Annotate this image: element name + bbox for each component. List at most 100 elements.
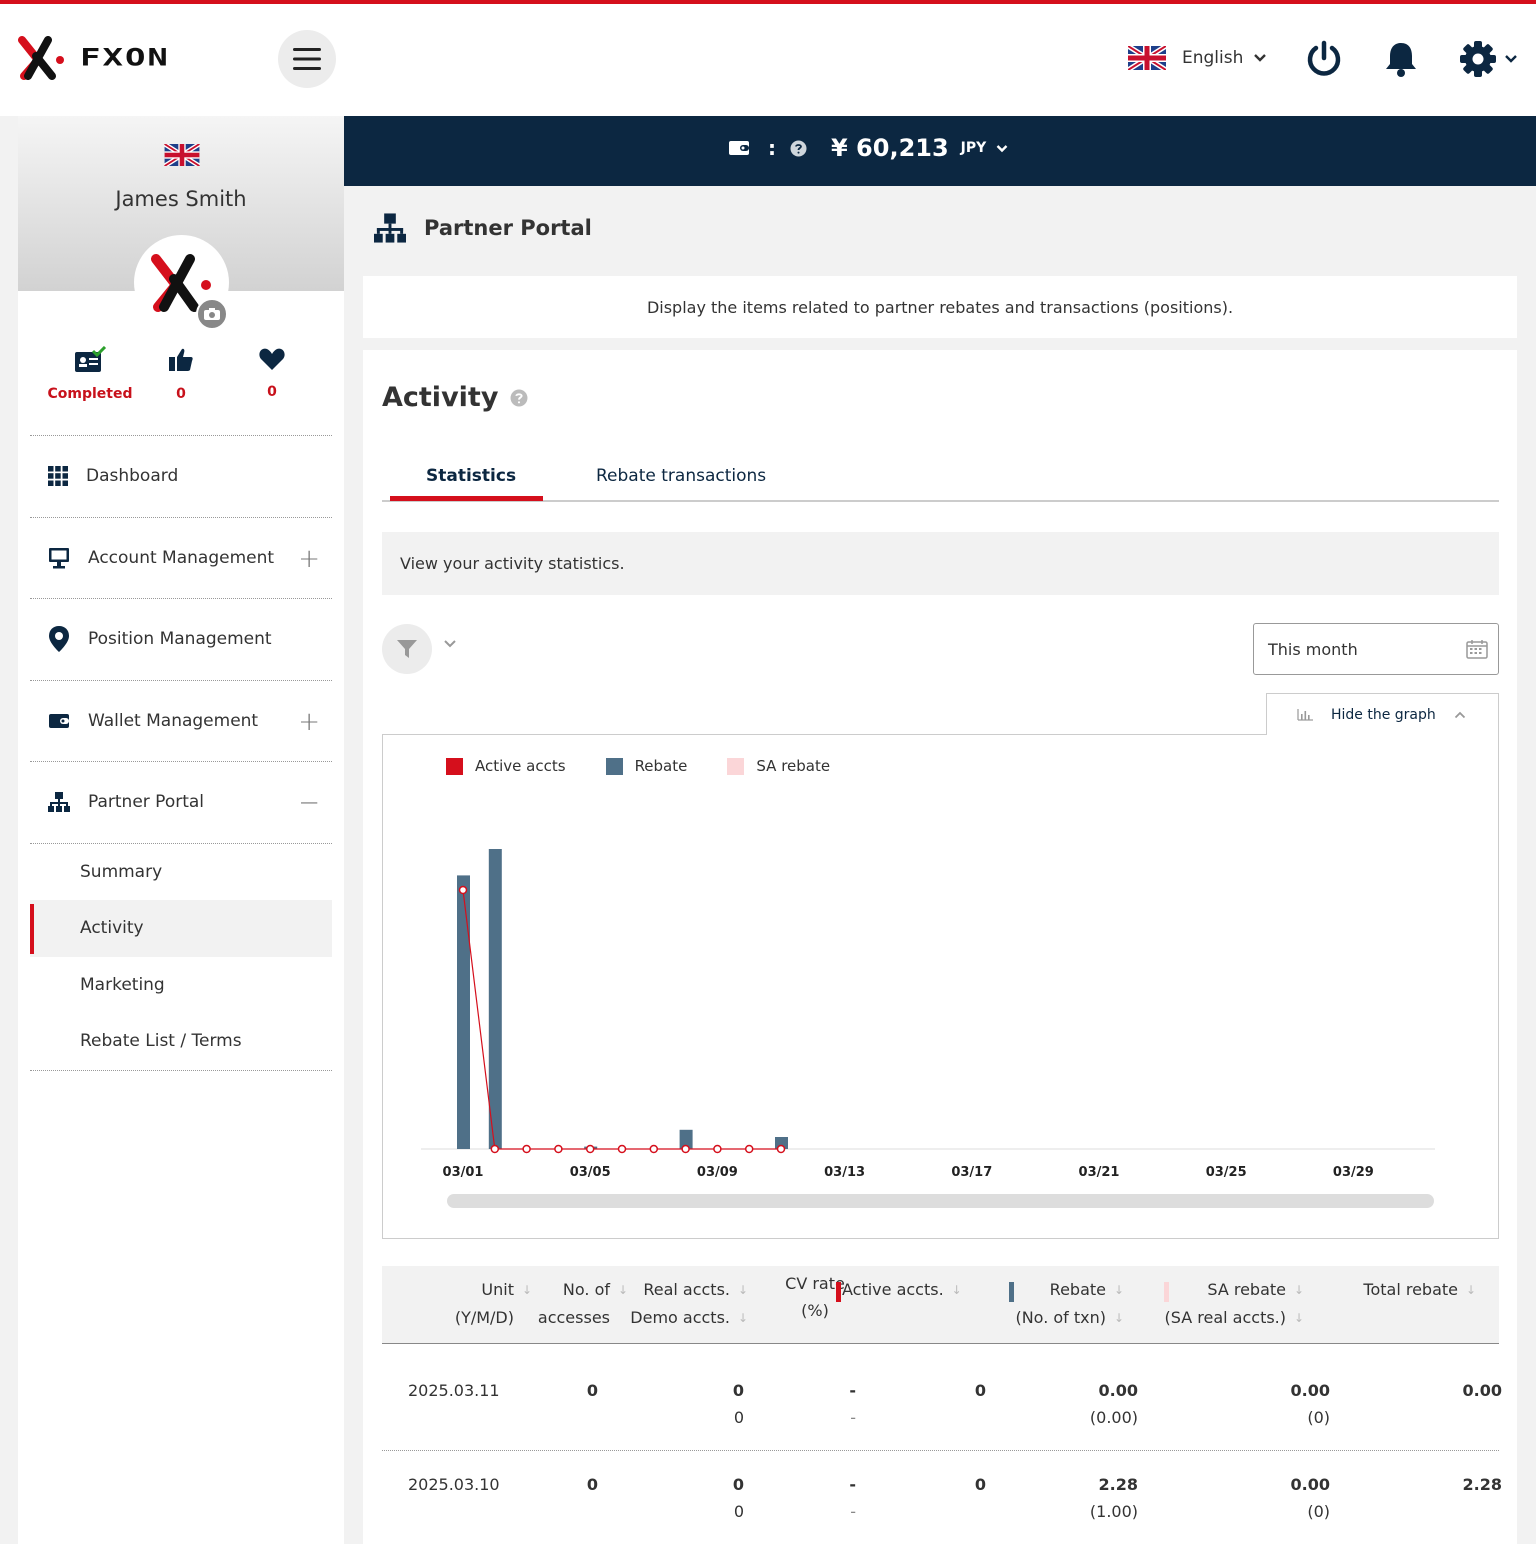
sort-icon[interactable]: ↓ <box>1114 1311 1125 1325</box>
sort-icon[interactable]: ↓ <box>738 1311 749 1325</box>
active-series-swatch <box>836 1282 841 1302</box>
favorites-value: 0 <box>267 384 277 400</box>
cell-txn: (1.00) <box>1089 1502 1138 1521</box>
cell-real: 0 <box>732 1381 744 1400</box>
column-header-active[interactable]: Active accts. ↓ <box>842 1276 970 1304</box>
sort-icon[interactable]: ↓ <box>738 1283 749 1297</box>
notifications-button[interactable] <box>1384 40 1418 82</box>
legend-label: Active accts <box>475 757 566 775</box>
sort-icon[interactable]: ↓ <box>618 1283 629 1297</box>
tabs: Statistics Rebate transactions <box>382 460 1499 502</box>
legend-item-rebate[interactable]: Rebate <box>605 757 687 775</box>
sidebar-item-position-management[interactable]: Position Management <box>30 598 332 680</box>
legend-label: SA rebate <box>756 757 831 775</box>
sort-icon[interactable]: ↓ <box>1294 1283 1305 1297</box>
cell-total: 0.00 <box>1462 1381 1502 1400</box>
cell-demo: 0 <box>733 1502 744 1521</box>
wallet-balance-bar: : ¥ 60,213 JPY <box>344 116 1536 186</box>
sidebar-item-label: Partner Portal <box>88 792 205 813</box>
user-name: James Smith <box>115 187 247 211</box>
active-accts-point <box>681 1144 690 1154</box>
change-avatar-button[interactable] <box>196 298 228 330</box>
camera-icon <box>204 308 220 320</box>
filter-button[interactable] <box>382 624 432 674</box>
sort-icon[interactable]: ↓ <box>1114 1283 1125 1297</box>
monitor-icon <box>49 547 69 569</box>
active-accts-point <box>458 885 468 895</box>
settings-button[interactable] <box>1460 40 1520 82</box>
profile-stats: Completed 0 0 <box>18 345 344 416</box>
help-circle-icon[interactable] <box>790 140 807 157</box>
sort-icon[interactable]: ↓ <box>1294 1311 1305 1325</box>
cell-cv-sub: - <box>850 1408 856 1427</box>
active-accts-point <box>776 1144 786 1154</box>
sort-icon[interactable]: ↓ <box>1466 1283 1477 1297</box>
table-row[interactable]: 2025.03.10 0 0 0 - - 0 2.28 (1.00) 0.00 … <box>382 1451 1502 1544</box>
thumbs-up-icon <box>169 348 193 371</box>
header-line: (No. of txn) <box>1015 1308 1106 1327</box>
column-header-sa-rebate[interactable]: SA rebate ↓ (SA real accts.) ↓ <box>1152 1276 1305 1332</box>
table-row[interactable]: 2025.03.11 0 0 0 - - 0 0.00 (0.00) 0.00 … <box>382 1357 1502 1451</box>
chevron-down-icon[interactable] <box>443 639 457 649</box>
menu-toggle-button[interactable] <box>278 30 336 88</box>
sidebar-item-partner-portal[interactable]: Partner Portal − <box>30 761 332 843</box>
rebate-bar <box>457 875 470 1149</box>
chart-scrollbar[interactable] <box>447 1194 1434 1208</box>
wallet-balance[interactable]: : ¥ 60,213 JPY <box>728 134 1008 162</box>
x-tick-label: 03/25 <box>1206 1165 1247 1180</box>
cell-cv: - <box>849 1475 856 1494</box>
filter-funnel-icon <box>397 640 417 658</box>
header-line: accesses <box>537 1308 610 1327</box>
section-title: Activity <box>382 382 499 413</box>
submenu-item-summary[interactable]: Summary <box>80 861 163 882</box>
submenu-item-activity[interactable]: Activity <box>30 900 332 957</box>
tab-rebate-transactions[interactable]: Rebate transactions <box>596 466 767 486</box>
logout-button[interactable] <box>1306 40 1342 82</box>
column-header-total-rebate[interactable]: Total rebate ↓ <box>1332 1276 1477 1304</box>
tab-statistics[interactable]: Statistics <box>426 466 517 486</box>
fxon-logo[interactable]: FXON <box>18 36 170 80</box>
period-select[interactable]: This month <box>1253 623 1499 675</box>
sidebar-item-dashboard[interactable]: Dashboard <box>30 435 332 517</box>
expand-plus-icon[interactable]: + <box>298 706 320 737</box>
cell-real: 0 <box>732 1475 744 1494</box>
sort-icon[interactable]: ↓ <box>522 1283 533 1297</box>
bar-chart-icon <box>1297 708 1313 721</box>
wallet-icon <box>49 713 69 728</box>
partner-submenu: Summary Activity Marketing Rebate List /… <box>30 842 332 1070</box>
sidebar-item-label: Account Management <box>88 547 275 568</box>
expand-plus-icon[interactable]: + <box>298 543 320 574</box>
wallet-separator: : <box>768 136 776 160</box>
column-header-real-demo[interactable]: Real accts. ↓ Demo accts. ↓ <box>620 1276 749 1332</box>
cell-total: 2.28 <box>1462 1475 1502 1494</box>
activity-chart: Active accts Rebate SA rebate 03/01 03/05… <box>382 734 1499 1239</box>
header-line: (Y/M/D) <box>454 1308 514 1327</box>
column-header-rebate[interactable]: Rebate ↓ (No. of txn) ↓ <box>1004 1276 1125 1332</box>
map-pin-icon <box>49 626 69 653</box>
sidebar-menu: Dashboard Account Management + Position … <box>30 435 332 1071</box>
hamburger-icon <box>293 48 321 70</box>
column-header-cv-rate[interactable]: CV rate (%) <box>770 1270 860 1324</box>
legend-item-active-accts[interactable]: Active accts <box>446 757 566 775</box>
submenu-item-rebate-list[interactable]: Rebate List / Terms <box>80 1031 242 1052</box>
chevron-down-icon[interactable] <box>996 144 1008 153</box>
legend-swatch <box>727 757 745 775</box>
rebate-bar <box>488 849 502 1149</box>
chart-legend: Active accts Rebate SA rebate <box>446 757 870 775</box>
header-line: CV rate <box>785 1274 845 1293</box>
power-icon <box>1307 40 1341 76</box>
language-selector[interactable]: English <box>1128 46 1267 70</box>
help-circle-icon[interactable] <box>510 389 528 407</box>
collapse-minus-icon[interactable]: − <box>298 788 320 818</box>
column-header-accesses[interactable]: No. of ↓ accesses <box>506 1276 629 1331</box>
info-message: View your activity statistics. <box>382 532 1499 595</box>
column-header-unit[interactable]: Unit ↓ (Y/M/D) <box>416 1276 533 1331</box>
submenu-item-marketing[interactable]: Marketing <box>80 974 165 995</box>
sort-icon[interactable]: ↓ <box>951 1283 962 1297</box>
sidebar-item-wallet-management[interactable]: Wallet Management + <box>30 679 332 762</box>
language-label: English <box>1182 48 1244 68</box>
active-accts-point <box>649 1144 659 1154</box>
legend-item-sa-rebate[interactable]: SA rebate <box>727 757 830 775</box>
sidebar-item-account-management[interactable]: Account Management + <box>30 516 332 599</box>
hide-graph-toggle[interactable]: Hide the graph <box>1266 693 1499 735</box>
